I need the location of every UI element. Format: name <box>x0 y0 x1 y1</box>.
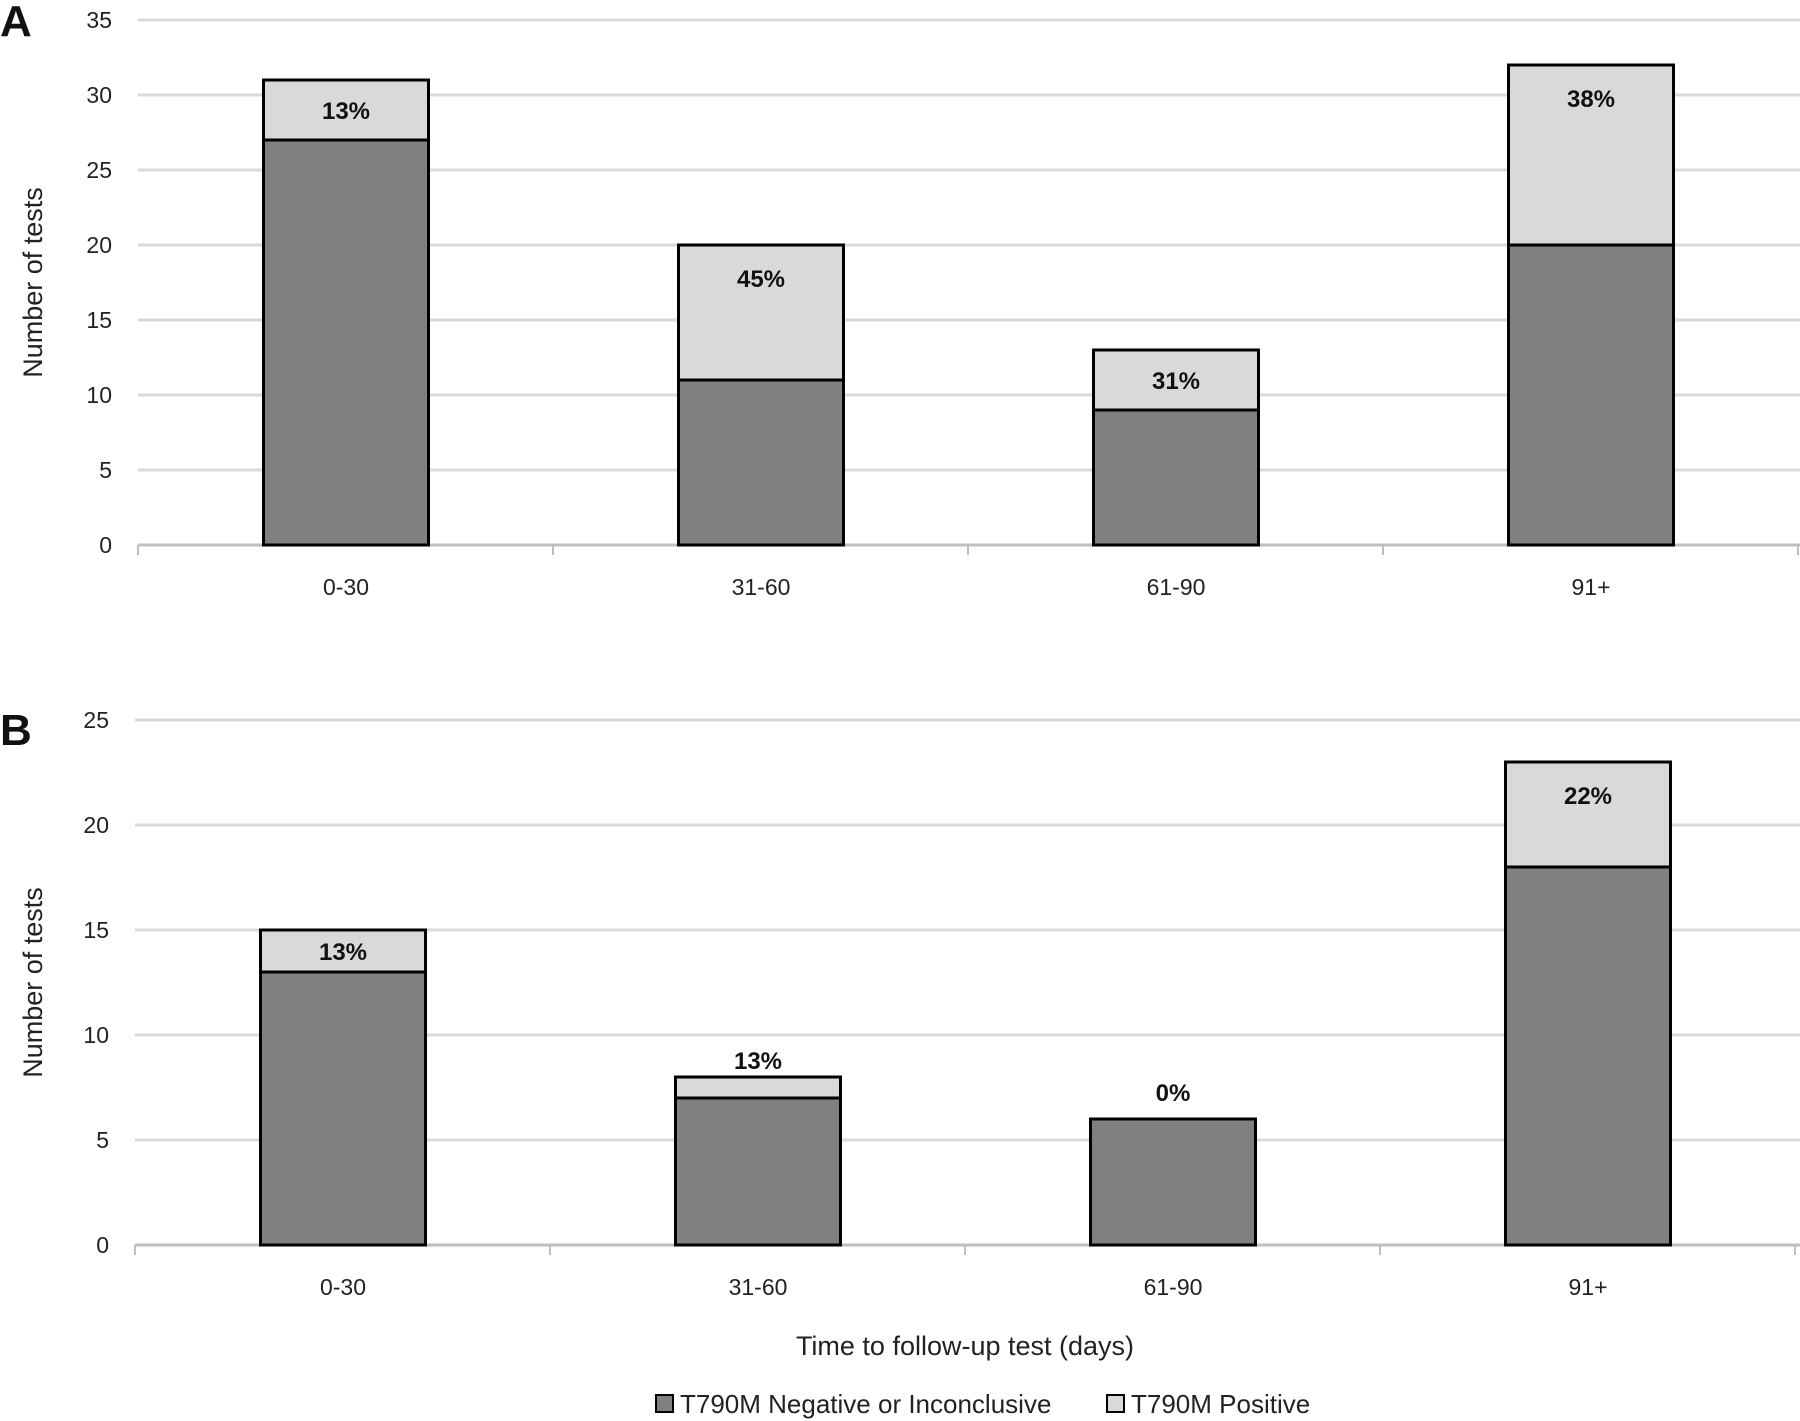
data-label: 45% <box>737 266 785 293</box>
legend-label: T790M Negative or Inconclusive <box>680 1389 1051 1419</box>
bar-positive-segment <box>674 1075 842 1100</box>
x-tick-label: 61-90 <box>1147 574 1206 600</box>
y-tick-label: 5 <box>96 1127 109 1153</box>
data-label: 13% <box>734 1048 782 1075</box>
bar-positive-segment <box>677 243 845 382</box>
bar-negative-segment <box>1092 408 1260 547</box>
data-label: 38% <box>1567 86 1615 113</box>
y-tick-label: 25 <box>83 707 109 733</box>
x-tick-label: 0-30 <box>323 574 369 600</box>
y-tick-label: 10 <box>86 382 112 408</box>
panel-label: B <box>0 706 32 755</box>
y-tick-label: 15 <box>86 307 112 333</box>
x-tick-label: 0-30 <box>320 1274 366 1300</box>
y-tick-label: 0 <box>96 1232 109 1258</box>
y-tick-label: 20 <box>86 232 112 258</box>
panel-b: 0 5 10 15 20 25 13% 0-30 13% 31-60 0% 61-90 22% 91+ Nu… <box>0 706 1800 1300</box>
panel-a: 0 5 10 15 20 25 30 35 13% 0-30 45% 31-60 31% 61-90 38%… <box>0 0 1800 600</box>
bar-negative-segment <box>677 378 845 547</box>
y-tick-label: 15 <box>83 917 109 943</box>
x-axis-title: Time to follow-up test (days) <box>796 1331 1134 1361</box>
y-tick-label: 20 <box>83 812 109 838</box>
data-label: 0% <box>1156 1080 1191 1107</box>
data-label: 22% <box>1564 783 1612 810</box>
bar-negative-segment <box>674 1096 842 1247</box>
bar-negative-segment <box>262 138 430 547</box>
bar-positive-segment <box>1092 348 1260 412</box>
data-label: 31% <box>1152 368 1200 395</box>
y-tick-label: 5 <box>99 457 112 483</box>
y-tick-label: 0 <box>99 532 112 558</box>
legend-swatch <box>655 1394 674 1413</box>
y-axis-title: Number of tests <box>18 887 48 1078</box>
bar-positive-segment <box>1504 760 1672 869</box>
bar-negative-segment <box>1504 865 1672 1247</box>
data-label: 13% <box>322 98 370 125</box>
bar-positive-segment <box>262 78 430 142</box>
panel-label: A <box>0 0 32 46</box>
x-tick-label: 31-60 <box>729 1274 788 1300</box>
x-tick-label: 91+ <box>1571 574 1610 600</box>
y-tick-label: 30 <box>86 82 112 108</box>
x-tick-label: 61-90 <box>1144 1274 1203 1300</box>
bar-negative-segment <box>259 970 427 1247</box>
bar-negative-segment <box>1089 1117 1257 1247</box>
y-tick-label: 35 <box>86 7 112 33</box>
legend-label: T790M Positive <box>1131 1389 1310 1419</box>
data-label: 13% <box>319 939 367 966</box>
x-tick-label: 31-60 <box>732 574 791 600</box>
bar-positive-segment <box>1507 63 1675 247</box>
legend-swatch <box>1106 1394 1125 1413</box>
x-tick-label: 91+ <box>1568 1274 1607 1300</box>
y-tick-label: 10 <box>83 1022 109 1048</box>
y-tick-label: 25 <box>86 157 112 183</box>
bar-negative-segment <box>1507 243 1675 547</box>
legend: T790M Negative or Inconclusive T790M Posi… <box>655 1389 1310 1419</box>
y-axis-title: Number of tests <box>18 187 48 378</box>
bar-positive-segment <box>259 928 427 974</box>
